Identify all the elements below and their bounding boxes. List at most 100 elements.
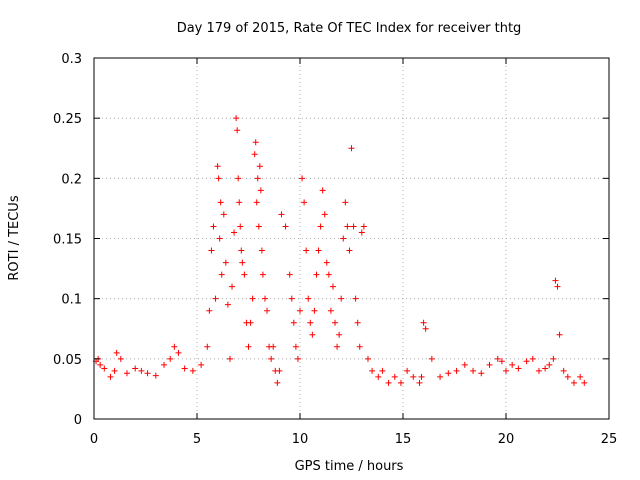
data-point	[556, 331, 563, 338]
data-point	[325, 271, 332, 278]
data-point	[535, 367, 542, 374]
data-point	[278, 211, 285, 218]
data-point	[352, 295, 359, 302]
axis-ticks: 0 5 10 15 20 25 0 0.05 0.1 0.15 0.2 0.25 0.3	[53, 52, 617, 447]
data-point	[564, 373, 571, 380]
data-point	[189, 367, 196, 374]
data-point	[167, 355, 174, 362]
data-point	[529, 355, 536, 362]
data-point	[486, 361, 493, 368]
data-point	[274, 379, 281, 386]
data-point	[307, 319, 314, 326]
data-point	[299, 175, 306, 182]
data-point	[577, 373, 584, 380]
y-axis-label: ROTI / TECUs	[7, 195, 22, 280]
data-point	[404, 367, 411, 374]
data-point	[313, 271, 320, 278]
y-tick-label: 0.2	[61, 172, 82, 187]
data-point	[342, 199, 349, 206]
data-point	[560, 367, 567, 374]
data-point	[437, 373, 444, 380]
data-point	[206, 307, 213, 314]
data-point	[523, 358, 530, 365]
data-point	[375, 373, 382, 380]
data-point	[294, 355, 301, 362]
data-point	[348, 145, 355, 152]
x-tick-label: 5	[193, 432, 201, 447]
data-point	[198, 361, 205, 368]
data-point	[344, 223, 351, 230]
data-point	[494, 355, 501, 362]
data-point	[542, 365, 549, 372]
data-point	[258, 247, 265, 254]
data-point	[503, 367, 509, 374]
data-point	[319, 187, 326, 194]
data-point	[297, 307, 303, 314]
data-point	[152, 372, 159, 379]
data-point	[461, 361, 468, 368]
data-point	[161, 361, 168, 368]
data-point	[323, 259, 330, 266]
data-point	[379, 367, 386, 374]
data-point	[255, 223, 262, 230]
data-point	[276, 367, 283, 374]
x-axis-label: GPS time / hours	[295, 459, 404, 474]
data-point	[107, 373, 114, 380]
data-point	[422, 325, 429, 332]
data-point	[251, 151, 258, 158]
data-point	[97, 361, 104, 368]
data-point	[332, 319, 339, 326]
data-point	[212, 295, 219, 302]
data-point	[309, 331, 316, 338]
y-tick-label: 0.1	[61, 293, 82, 308]
data-point	[470, 367, 477, 374]
data-point	[336, 331, 343, 338]
data-point	[369, 367, 376, 374]
data-point	[238, 247, 245, 254]
data-point	[217, 199, 224, 206]
data-point	[215, 175, 222, 182]
data-point	[239, 259, 246, 266]
data-point	[364, 355, 371, 362]
data-point	[570, 379, 577, 386]
data-point	[257, 187, 264, 194]
x-tick-label: 15	[395, 432, 412, 447]
data-point	[254, 175, 261, 182]
data-point	[204, 343, 211, 350]
data-point	[117, 355, 124, 362]
data-point	[327, 307, 334, 314]
chart-title: Day 179 of 2015, Rate Of TEC Index for r…	[177, 21, 522, 36]
data-point	[210, 223, 217, 230]
data-point	[354, 319, 361, 326]
data-point	[391, 373, 398, 380]
data-point	[259, 271, 266, 278]
data-point	[226, 355, 233, 362]
x-tick-label: 10	[292, 432, 309, 447]
data-point	[282, 223, 289, 230]
data-point	[329, 283, 336, 290]
data-point	[498, 358, 505, 365]
data-point	[410, 373, 417, 380]
data-points	[93, 115, 588, 386]
data-point	[346, 247, 353, 254]
y-tick-label: 0	[74, 413, 82, 428]
data-point	[229, 283, 236, 290]
data-point	[214, 163, 221, 170]
data-point	[111, 367, 118, 374]
data-point	[220, 211, 227, 218]
data-point	[256, 163, 263, 170]
data-point	[234, 127, 241, 134]
data-point	[301, 199, 308, 206]
data-point	[270, 343, 277, 350]
data-point	[253, 199, 260, 206]
data-point	[554, 283, 561, 290]
data-point	[546, 361, 553, 368]
data-point	[315, 247, 322, 254]
data-point	[303, 247, 310, 254]
data-point	[264, 307, 271, 314]
data-point	[101, 365, 108, 372]
x-tick-label: 0	[90, 432, 98, 447]
data-point	[321, 211, 328, 218]
data-point	[418, 373, 425, 380]
data-point	[338, 295, 345, 302]
